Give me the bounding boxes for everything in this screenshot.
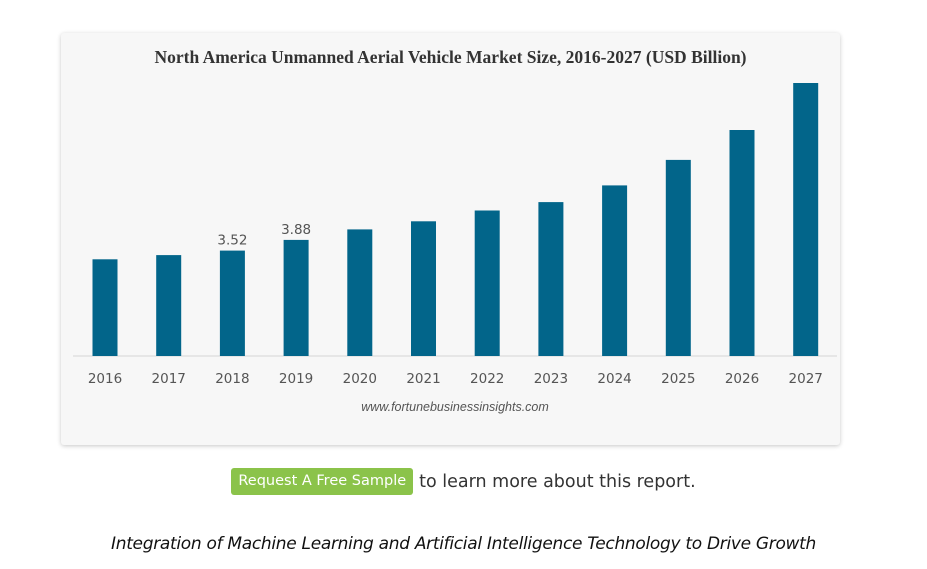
x-tick-2027: 2027 [789,371,823,387]
bar-2023 [538,202,564,356]
section-subheading: Integration of Machine Learning and Arti… [111,534,816,554]
bar-2021 [411,221,436,356]
x-tick-2019: 2019 [279,371,313,387]
x-tick-2026: 2026 [725,371,759,387]
bar-chart: North America Unmanned Aerial Vehicle Ma… [73,47,837,414]
data-label-2018: 3.52 [217,233,247,249]
chart-source: www.fortunebusinessinsights.com [361,400,549,414]
bar-2019 [283,239,309,356]
cta-text: to learn more about this report. [419,471,696,492]
bars-group [92,83,819,356]
data-labels: 3.52 3.88 [217,222,311,249]
bar-2022 [474,210,500,356]
bar-2027 [793,83,819,356]
cta-line: Request A Free Sample to learn more abou… [0,468,927,495]
bar-2026 [729,130,755,356]
x-tick-labels: 2016 2017 2018 2019 2020 2021 2022 2023 2024 2025… [88,371,823,387]
x-tick-2022: 2022 [470,371,504,387]
chart-title: North America Unmanned Aerial Vehicle Ma… [154,47,746,67]
request-free-sample-button[interactable]: Request A Free Sample [231,468,414,495]
x-tick-2021: 2021 [406,371,440,387]
data-label-2019: 3.88 [281,222,311,238]
bar-2025 [665,159,691,356]
x-tick-2016: 2016 [88,371,122,387]
x-tick-2023: 2023 [534,371,568,387]
bar-2024 [602,185,628,356]
bar-2016 [92,259,118,356]
x-tick-2025: 2025 [661,371,695,387]
x-tick-2020: 2020 [343,371,377,387]
bar-2017 [156,255,182,356]
chart-card: North America Unmanned Aerial Vehicle Ma… [61,33,840,445]
x-tick-2018: 2018 [215,371,249,387]
bar-2018 [219,250,245,356]
x-tick-2024: 2024 [597,371,631,387]
bar-2020 [347,229,373,356]
x-tick-2017: 2017 [152,371,186,387]
